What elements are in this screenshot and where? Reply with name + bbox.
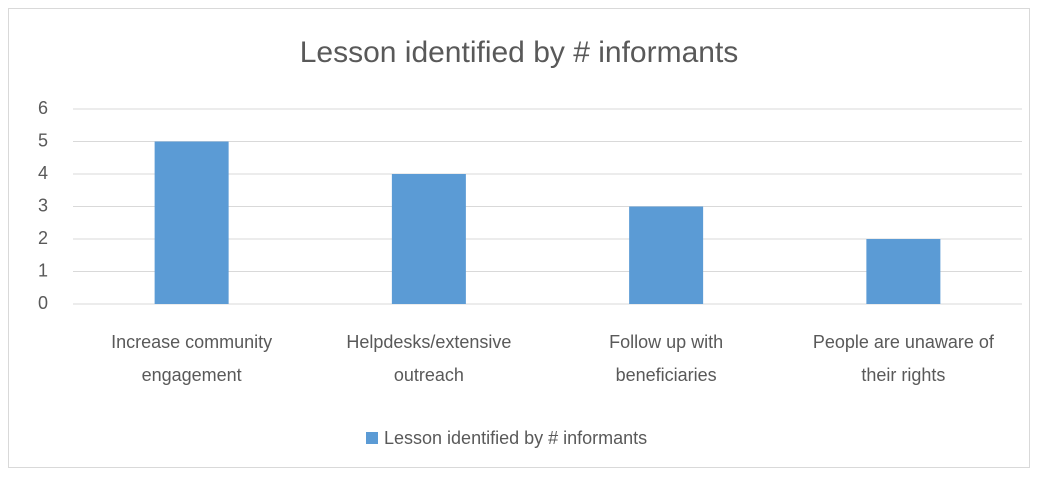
y-tick-label: 2: [38, 228, 48, 248]
y-tick-label: 3: [38, 195, 48, 215]
legend-label: Lesson identified by # informants: [384, 428, 647, 448]
y-tick-label: 4: [38, 163, 48, 183]
y-tick-label: 0: [38, 293, 48, 313]
bar: [154, 141, 229, 304]
bar: [391, 174, 466, 304]
x-tick-label: Helpdesks/extensive outreach: [346, 332, 512, 385]
y-tick-label: 5: [38, 130, 48, 150]
legend-swatch: [366, 432, 378, 444]
bar: [629, 206, 704, 304]
x-tick-label: Follow up with beneficiaries: [609, 332, 724, 385]
y-tick-label: 1: [38, 260, 48, 280]
y-tick-label: 6: [38, 98, 48, 118]
x-tick-label: People are unaware of their rights: [812, 332, 994, 385]
x-tick-label: Increase community engagement: [111, 332, 273, 385]
bar: [866, 239, 941, 304]
chart-title: Lesson identified by # informants: [300, 36, 739, 69]
